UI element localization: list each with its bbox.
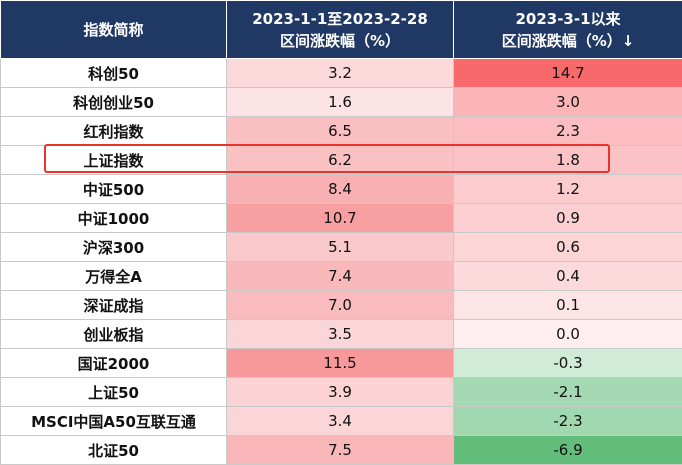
index-name-cell: 上证50	[0, 377, 227, 407]
table-row[interactable]: 科创创业50 1.6 3.0	[0, 87, 682, 117]
index-name-cell: 科创创业50	[0, 87, 227, 117]
index-name-cell: 中证1000	[0, 203, 227, 233]
period1-return-cell: 7.0	[226, 290, 454, 320]
period1-return-cell: 8.4	[226, 174, 454, 204]
index-name-cell: MSCI中国A50互联互通	[0, 406, 227, 436]
period1-return-cell: 3.5	[226, 319, 454, 349]
index-name-cell: 沪深300	[0, 232, 227, 262]
period2-return-cell: -2.1	[453, 377, 682, 407]
index-name-cell: 红利指数	[0, 116, 227, 146]
period1-return-cell: 3.2	[226, 58, 454, 88]
period2-return-cell: 0.6	[453, 232, 682, 262]
period1-return-cell: 7.4	[226, 261, 454, 291]
table-row[interactable]: 国证2000 11.5 -0.3	[0, 348, 682, 378]
table-row[interactable]: 沪深300 5.1 0.6	[0, 232, 682, 262]
index-name-cell: 深证成指	[0, 290, 227, 320]
table-row[interactable]: 红利指数 6.5 2.3	[0, 116, 682, 146]
period1-return-cell: 5.1	[226, 232, 454, 262]
header-period2-return[interactable]: 2023-3-1以来 区间涨跌幅（%）↓	[453, 0, 682, 59]
period2-return-cell: 1.8	[453, 145, 682, 175]
period1-return-cell: 3.4	[226, 406, 454, 436]
index-name-cell: 科创50	[0, 58, 227, 88]
table-row[interactable]: 科创50 3.2 14.7	[0, 58, 682, 88]
period1-return-cell: 6.2	[226, 145, 454, 175]
period2-return-cell: 3.0	[453, 87, 682, 117]
period2-return-cell: -2.3	[453, 406, 682, 436]
period2-return-cell: 14.7	[453, 58, 682, 88]
table-header-row: 指数简称 2023-1-1至2023-2-28 区间涨跌幅（%） 2023-3-…	[0, 0, 682, 59]
index-name-cell: 创业板指	[0, 319, 227, 349]
table-row[interactable]: 创业板指 3.5 0.0	[0, 319, 682, 349]
period1-return-cell: 6.5	[226, 116, 454, 146]
table-row[interactable]: 北证50 7.5 -6.9	[0, 435, 682, 465]
table-row[interactable]: 中证1000 10.7 0.9	[0, 203, 682, 233]
period2-return-cell: 0.0	[453, 319, 682, 349]
period2-return-cell: -6.9	[453, 435, 682, 465]
index-name-cell: 北证50	[0, 435, 227, 465]
period1-return-cell: 3.9	[226, 377, 454, 407]
period1-return-cell: 11.5	[226, 348, 454, 378]
table-body: 科创50 3.2 14.7 科创创业50 1.6 3.0 红利指数 6.5 2.3 上证指数 6.2…	[0, 58, 682, 465]
period2-return-cell: 2.3	[453, 116, 682, 146]
table-row[interactable]: 中证500 8.4 1.2	[0, 174, 682, 204]
index-name-cell: 中证500	[0, 174, 227, 204]
index-name-cell: 国证2000	[0, 348, 227, 378]
header-period1-return[interactable]: 2023-1-1至2023-2-28 区间涨跌幅（%）	[226, 0, 454, 59]
header-index-name[interactable]: 指数简称	[0, 0, 227, 59]
period1-return-cell: 1.6	[226, 87, 454, 117]
table-row[interactable]: 上证指数 6.2 1.8	[0, 145, 682, 175]
table-row[interactable]: MSCI中国A50互联互通 3.4 -2.3	[0, 406, 682, 436]
period2-return-cell: 0.1	[453, 290, 682, 320]
period2-return-cell: 0.4	[453, 261, 682, 291]
table-row[interactable]: 万得全A 7.4 0.4	[0, 261, 682, 291]
index-name-cell: 上证指数	[0, 145, 227, 175]
index-name-cell: 万得全A	[0, 261, 227, 291]
table-row[interactable]: 深证成指 7.0 0.1	[0, 290, 682, 320]
period2-return-cell: 1.2	[453, 174, 682, 204]
period2-return-cell: 0.9	[453, 203, 682, 233]
period1-return-cell: 7.5	[226, 435, 454, 465]
period1-return-cell: 10.7	[226, 203, 454, 233]
table-row[interactable]: 上证50 3.9 -2.1	[0, 377, 682, 407]
period2-return-cell: -0.3	[453, 348, 682, 378]
